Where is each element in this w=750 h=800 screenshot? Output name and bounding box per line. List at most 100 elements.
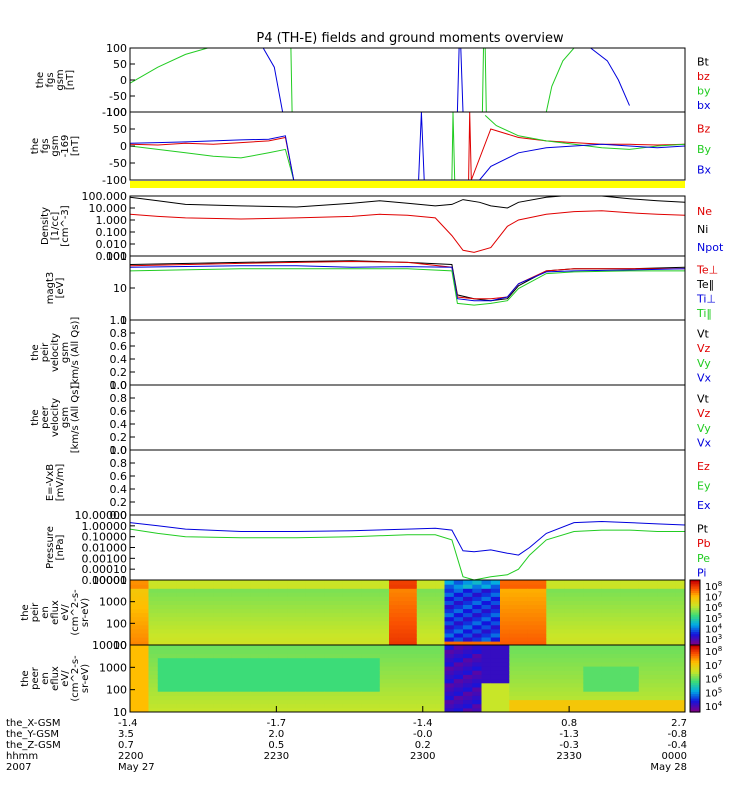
spectrogram-cell [416,636,427,642]
spectrogram-cell [546,686,557,692]
spectrogram-cell [157,691,168,696]
spectrogram-cell [259,608,270,614]
spectrogram-cell [592,678,603,684]
spectrogram-cell [130,636,140,642]
spectrogram-cell [379,649,390,654]
spectrogram-cell [296,699,307,705]
x-axis-value: 2.7 [671,718,687,729]
spectrogram-cell [490,580,501,585]
spectrogram-cell [564,640,575,645]
spectrogram-cell [648,661,658,667]
spectrogram-cell [204,612,214,618]
spectrogram-cell [426,678,436,684]
spectrogram-cell [231,580,242,585]
spectrogram-cell [389,592,399,597]
legend-entry: Vx [697,372,712,385]
spectrogram-cell [204,600,214,605]
spectrogram-cell [472,620,483,626]
spectrogram-cell [546,596,557,601]
spectrogram-cell [583,674,594,680]
spectrogram-cell [426,592,436,597]
legend-entry: Pb [697,537,711,550]
spectrogram-cell [352,670,362,675]
spectrogram-cell [500,678,510,684]
spectrogram-cell [444,645,455,650]
legend-entry: Bx [697,164,712,177]
spectrogram-cell [518,649,529,654]
spectrogram-cell [148,682,159,688]
spectrogram-cell [194,588,205,593]
spectrogram-cell [379,632,390,638]
y-axis-label: peer [40,405,51,429]
spectrogram-cell [481,691,492,696]
spectrogram-cell [666,640,677,645]
spectrogram-cell [185,636,196,642]
spectrogram-cell [657,640,668,645]
spectrogram-cell [370,596,381,601]
spectrogram-cell [333,616,344,622]
spectrogram-cell [333,636,344,642]
spectrogram-cell [342,699,353,705]
spectrogram-cell [250,678,261,684]
spectrogram-cell [648,596,658,601]
spectrogram-cell [583,682,594,688]
spectrogram-cell [259,624,270,630]
spectrogram-cell [592,588,603,593]
spectrogram-cell [657,665,668,671]
spectrogram-cells [130,580,685,645]
spectrogram-cell [435,596,446,601]
spectrogram-cell [287,604,298,610]
spectrogram-cell [231,657,242,663]
spectrogram-cell [546,682,557,688]
spectrogram-cell [222,600,233,605]
spectrogram-cell [537,592,547,597]
spectrogram-cell [315,670,325,675]
spectrogram-cell [518,620,529,626]
x-axis-row-label: hhmm [6,751,38,762]
spectrogram-cell [509,699,520,705]
spectrogram-cell [389,645,399,650]
spectrogram-cell [296,707,307,712]
spectrogram-cell [194,665,205,671]
spectrogram-cell [176,612,187,618]
spectrogram-cell [315,604,325,610]
spectrogram-cell [453,649,464,654]
spectrogram-cell [324,686,335,692]
spectrogram-cell [194,674,205,680]
spectrogram-cell [453,670,464,675]
y-tick-label: 0.6 [110,340,128,353]
spectrogram-cell [361,612,372,618]
spectrogram-cell [629,604,640,610]
spectrogram-cell [342,580,353,585]
spectrogram-cell [342,703,353,709]
spectrogram-cell [648,707,658,712]
spectrogram-cell [333,584,344,589]
legend-entry: By [697,143,712,156]
spectrogram-cell [130,640,140,645]
spectrogram-cell [638,695,649,701]
spectrogram-cell [611,665,621,671]
spectrogram-cell [352,649,362,654]
spectrogram-cell [167,674,177,680]
spectrogram-cell [157,600,168,605]
spectrogram-cell [518,612,529,618]
spectrogram-cell [481,657,492,663]
spectrogram-cell [657,620,668,626]
spectrogram-cell [518,645,529,650]
y-axis-label: the [30,138,41,154]
spectrogram-cell [213,649,224,654]
spectrogram-cell [315,682,325,688]
spectrogram-cell [130,674,140,680]
spectrogram-cell [546,612,557,618]
spectrogram-cell [555,616,566,622]
spectrogram-cell [389,596,399,601]
spectrogram-cell [315,657,325,663]
y-tick-label: 10 [113,282,127,295]
spectrogram-cell [435,699,446,705]
spectrogram-cell [453,632,464,638]
spectrogram-cell [370,670,381,675]
spectrogram-cell [666,632,677,638]
spectrogram-cell [194,636,205,642]
